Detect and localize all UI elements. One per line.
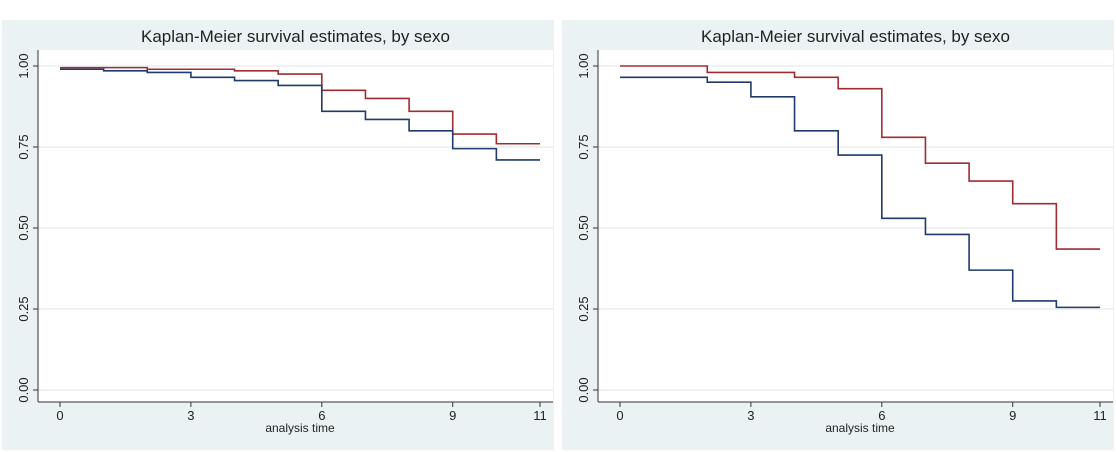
y-tick-label: 0.25 (576, 296, 591, 321)
y-tick-label: 0.00 (16, 377, 31, 402)
y-tick-label: 1.00 (16, 53, 31, 78)
y-tick-label: 0.25 (16, 296, 31, 321)
y-tick-label: 0.00 (576, 377, 591, 402)
x-tick-label: 0 (616, 408, 623, 423)
y-tick-label: 0.50 (16, 215, 31, 240)
chart-title: Kaplan-Meier survival estimates, by sexo (141, 27, 450, 46)
x-tick-label: 0 (56, 408, 63, 423)
chart-title: Kaplan-Meier survival estimates, by sexo (701, 27, 1010, 46)
y-tick-label: 0.50 (576, 215, 591, 240)
x-tick-label: 6 (878, 408, 885, 423)
survival-line (60, 68, 540, 161)
x-tick-label: 11 (1093, 408, 1107, 423)
x-tick-label: 3 (747, 408, 754, 423)
x-axis-label: analysis time (825, 421, 895, 435)
plot-area (598, 50, 1113, 402)
x-tick-label: 9 (449, 408, 456, 423)
survival-line (620, 76, 1100, 309)
chart-panel: Kaplan-Meier survival estimates, by sexo… (562, 20, 1114, 450)
x-tick-label: 11 (533, 408, 547, 423)
x-axis-label: analysis time (265, 421, 335, 435)
x-tick-label: 9 (1009, 408, 1016, 423)
y-tick-label: 1.00 (576, 53, 591, 78)
y-tick-label: 0.75 (576, 134, 591, 159)
plot-area (38, 50, 553, 402)
x-tick-label: 3 (187, 408, 194, 423)
chart-panel: Kaplan-Meier survival estimates, by sexo… (2, 20, 554, 450)
survival-line (620, 65, 1100, 250)
y-tick-label: 0.75 (16, 134, 31, 159)
x-tick-label: 6 (318, 408, 325, 423)
